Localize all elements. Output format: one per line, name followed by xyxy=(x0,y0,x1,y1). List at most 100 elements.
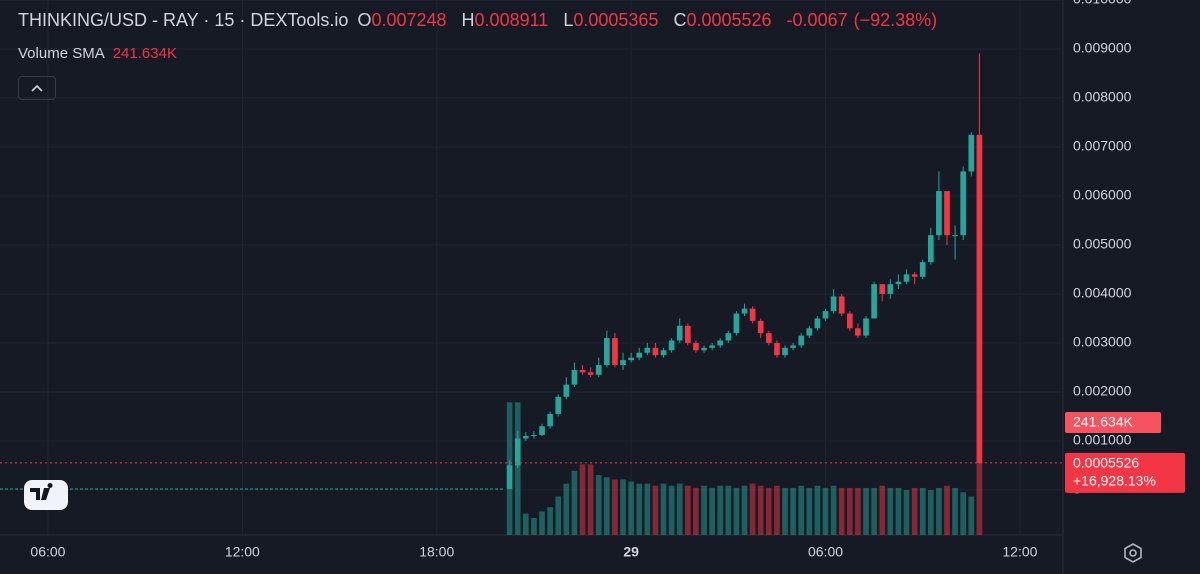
ohlc-value: 0.007248 xyxy=(371,10,447,30)
volume-bar xyxy=(555,496,562,535)
x-tick-label: 12:00 xyxy=(225,544,260,560)
candle-body xyxy=(579,369,586,373)
volume-bar xyxy=(531,517,537,535)
volume-bar xyxy=(595,475,602,535)
volume-bar xyxy=(620,479,626,535)
candle-body xyxy=(863,318,869,336)
y-tick-label: 0.004000 xyxy=(1073,285,1132,301)
candle-body xyxy=(620,360,626,365)
last-price-label: 0.0005526 xyxy=(1073,455,1139,471)
volume-bar xyxy=(976,460,983,535)
collapse-button[interactable] xyxy=(18,76,56,100)
volume-bar xyxy=(919,487,926,535)
candle-body xyxy=(522,436,529,439)
volume-legend: Volume SMA 241.634K xyxy=(18,45,177,62)
candle-body xyxy=(547,413,553,427)
ohlc-key: L xyxy=(563,10,574,30)
volume-bar xyxy=(782,487,788,535)
volume-bar xyxy=(765,487,772,535)
candle-body xyxy=(612,338,618,365)
candle-body xyxy=(790,345,796,348)
volume-bar xyxy=(603,477,610,535)
volume-bar xyxy=(814,485,821,535)
volume-bar xyxy=(612,479,618,535)
volume-bar xyxy=(587,464,594,535)
volume-bar xyxy=(676,483,683,535)
candle-body xyxy=(555,396,562,414)
volume-bar xyxy=(514,402,521,535)
volume-bar xyxy=(944,485,950,535)
volume-bar xyxy=(684,485,691,535)
volume-bar xyxy=(798,485,805,535)
chevron-up xyxy=(31,84,43,92)
volume-bar xyxy=(749,483,756,535)
symbol-title: THINKING/USD - RAY · 15 · DEXTools.io xyxy=(18,10,349,30)
candle-body xyxy=(879,284,886,294)
ohlc-key: O xyxy=(357,10,372,30)
candle-body xyxy=(684,325,691,343)
candle-body xyxy=(539,426,545,436)
candle-body xyxy=(717,340,724,346)
y-tick-label: 0.008000 xyxy=(1073,89,1132,105)
candle-body xyxy=(782,347,788,356)
candle-body xyxy=(571,369,578,385)
volume-bar xyxy=(879,485,886,535)
volume-sma-box xyxy=(1065,412,1161,433)
y-tick-label: 0.009000 xyxy=(1073,40,1132,56)
ohlc-value: 0.008911 xyxy=(474,10,549,30)
volume-bar xyxy=(701,485,707,535)
volume-bar xyxy=(903,490,910,535)
volume-bar xyxy=(660,483,667,535)
candle-body xyxy=(693,342,699,351)
candle-body xyxy=(595,364,602,375)
ohlc-value: 0.0005365 xyxy=(573,10,659,30)
volume-bar xyxy=(968,496,975,535)
volume-bar xyxy=(717,485,724,535)
candle-body xyxy=(814,318,821,329)
candle-body xyxy=(976,134,983,463)
candle-body xyxy=(563,384,570,397)
candle-body xyxy=(846,313,853,329)
volume-bar xyxy=(628,481,634,535)
candle-body xyxy=(701,347,707,351)
candle-body xyxy=(887,284,894,294)
candle-body xyxy=(855,328,861,336)
candle-body xyxy=(822,311,829,319)
volume-label: Volume SMA xyxy=(18,45,105,62)
volume-sma: 241.634K xyxy=(112,45,177,62)
candle-body xyxy=(798,335,805,346)
candle-body xyxy=(895,281,902,285)
settings-icon[interactable] xyxy=(1124,543,1142,563)
volume-bar xyxy=(636,483,643,535)
candle-body xyxy=(587,372,594,375)
volume-bar xyxy=(522,513,529,535)
candle-body xyxy=(765,333,772,343)
ohlc-key: H xyxy=(461,10,475,30)
volume-bar xyxy=(668,485,675,535)
x-tick-label: 29 xyxy=(623,544,639,560)
candle-body xyxy=(960,171,967,236)
y-tick-label: 0.006000 xyxy=(1073,187,1132,203)
ohlc-key: C xyxy=(673,10,687,30)
candle-body xyxy=(806,328,813,336)
volume-bar xyxy=(806,487,813,535)
candle-body xyxy=(919,262,926,277)
volume-bar xyxy=(757,485,764,535)
candle-body xyxy=(514,438,521,466)
candle-body xyxy=(531,435,537,437)
candle-body xyxy=(603,338,610,365)
candle-body xyxy=(741,308,748,314)
candle-body xyxy=(830,296,837,312)
candle-body xyxy=(927,235,934,263)
candle-body xyxy=(952,235,958,237)
candle-body xyxy=(668,340,675,351)
x-tick-label: 18:00 xyxy=(419,544,454,560)
candle-body xyxy=(636,352,643,358)
x-tick-label: 12:00 xyxy=(1002,544,1037,560)
volume-bar xyxy=(733,487,740,535)
volume-bar xyxy=(652,485,659,535)
volume-bar xyxy=(693,487,699,535)
candle-body xyxy=(725,333,732,341)
y-tick-label: 0.003000 xyxy=(1073,334,1132,350)
